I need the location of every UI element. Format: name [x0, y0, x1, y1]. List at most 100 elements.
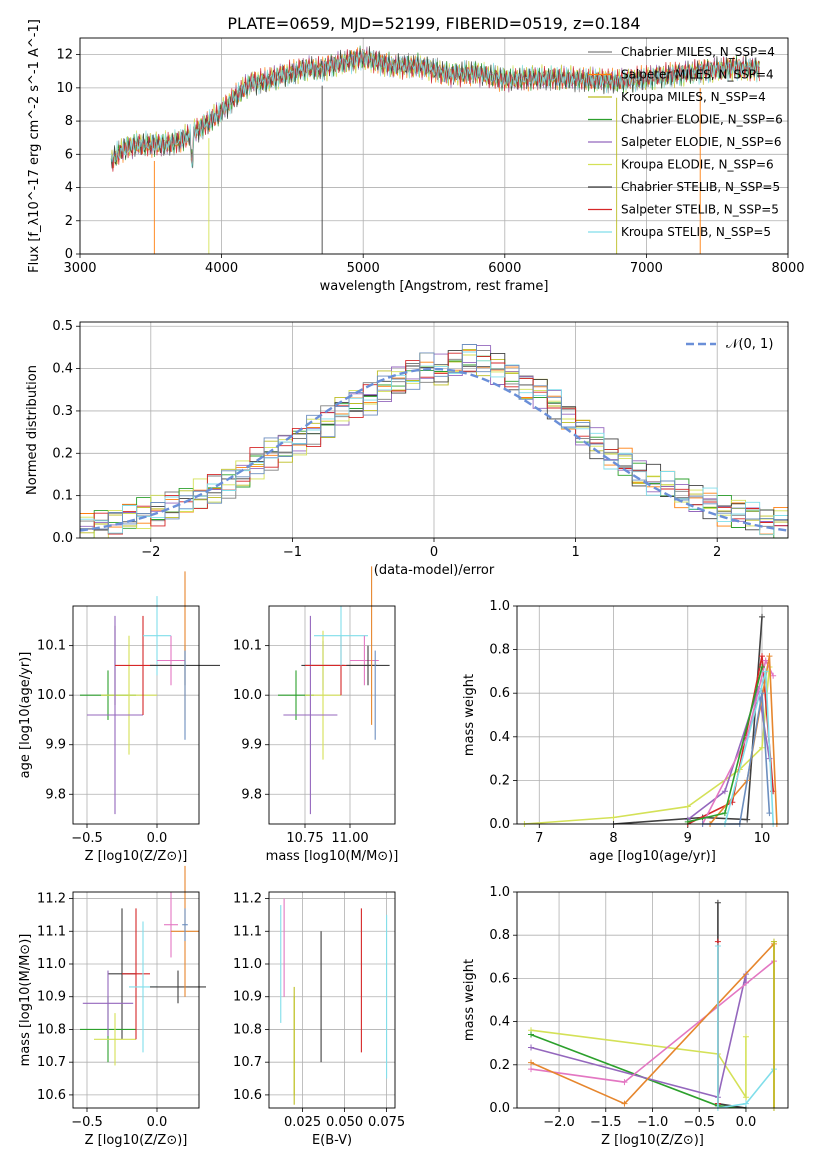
- y-tick-label: 0.2: [489, 1058, 510, 1073]
- y-tick-label: 10.7: [37, 1055, 66, 1070]
- x-tick-label: 7000: [630, 261, 663, 276]
- weight-marker: [770, 672, 777, 679]
- y-tick-label: 0.5: [52, 319, 73, 334]
- y-tick-label: 0.3: [52, 404, 73, 419]
- y-tick-label: 0.2: [52, 446, 73, 461]
- y-tick-label: 11.1: [37, 924, 66, 939]
- x-tick-label: −0.5: [71, 1115, 103, 1130]
- axes-frame: [268, 891, 396, 1109]
- y-tick-label: 1.0: [489, 885, 510, 900]
- panel-age-vs-mass: 10.75 11.00 9.8 9.9 10.0 10.1 mass [log10(M/M⊙…: [233, 566, 398, 864]
- y-tick-label: 9.9: [241, 738, 262, 753]
- legend-entry: Salpeter ELODIE, N_SSP=6: [621, 135, 782, 149]
- y-tick-label: 0.0: [52, 531, 73, 546]
- y-tick-label: 10.6: [233, 1088, 262, 1103]
- y-axis-label: mass weight: [462, 959, 477, 1041]
- x-axis-label: Z [log10(Z/Z⊙)]: [601, 1133, 704, 1148]
- weight-marker: [610, 814, 617, 821]
- y-tick-label: 9.9: [45, 738, 66, 753]
- y-tick-label: 10.8: [233, 1022, 262, 1037]
- y-tick-label: 11.2: [37, 892, 66, 907]
- x-tick-label: −2: [141, 545, 160, 560]
- y-axis-label: mass [log10(M/M⊙)]: [18, 934, 33, 1067]
- weight-marker: [762, 668, 769, 675]
- y-tick-label: 0.8: [489, 643, 510, 658]
- weight-marker: [621, 1100, 628, 1107]
- x-tick-label: 0.0: [147, 1115, 168, 1130]
- axes-frame: [72, 891, 200, 1109]
- x-tick-label: −0.5: [71, 831, 103, 846]
- x-tick-label: 7: [535, 831, 543, 846]
- x-axis-label: mass [log10(M/M⊙)]: [266, 849, 399, 864]
- y-tick-label: 9.8: [45, 787, 66, 802]
- weight-marker: [759, 664, 766, 671]
- y-tick-label: 0.4: [489, 730, 510, 745]
- x-axis-label: Z [log10(Z/Z⊙)]: [85, 849, 188, 864]
- y-tick-label: 10.0: [37, 688, 66, 703]
- y-tick-label: 10.0: [233, 688, 262, 703]
- x-tick-label: 6000: [488, 261, 521, 276]
- y-tick-label: 2: [65, 214, 73, 229]
- y-tick-label: 6: [65, 147, 73, 162]
- y-tick-label: 10.8: [37, 1022, 66, 1037]
- y-axis-label: mass weight: [462, 674, 477, 756]
- weight-line: [530, 1029, 747, 1100]
- x-tick-label: 11.00: [331, 831, 368, 846]
- legend-entry: Kroupa STELIB, N_SSP=5: [621, 225, 771, 239]
- panel-mass-vs-EBV: 0.025 0.050 0.075 10.6 10.7 10.8 10.9 11.0 11.1 1…: [233, 892, 405, 1148]
- y-tick-label: 0.2: [489, 773, 510, 788]
- axes-frame: [268, 605, 396, 825]
- legend-entry: Kroupa MILES, N_SSP=4: [621, 90, 766, 104]
- y-tick-label: 10.6: [37, 1088, 66, 1103]
- y-tick-label: 0.0: [489, 817, 510, 832]
- legend-entry: 𝒩(0, 1): [726, 337, 773, 352]
- y-tick-label: 0.4: [489, 1015, 510, 1030]
- weight-marker: [742, 1094, 749, 1101]
- weight-line: [530, 973, 747, 1099]
- y-tick-label: 10.9: [37, 990, 66, 1005]
- y-tick-label: 1.0: [489, 599, 510, 614]
- axes-frame: [72, 605, 200, 825]
- x-tick-label: 0.025: [284, 1115, 321, 1130]
- x-axis-label: wavelength [Angstrom, rest frame]: [320, 279, 549, 294]
- weight-marker: [528, 1031, 535, 1038]
- weight-marker: [714, 899, 721, 906]
- weight-marker: [759, 613, 766, 620]
- x-tick-label: 8: [609, 831, 617, 846]
- weight-marker: [721, 810, 728, 817]
- weight-line: [717, 946, 775, 1109]
- y-tick-label: 10.1: [233, 639, 262, 654]
- x-tick-label: 2: [713, 545, 721, 560]
- y-axis-label: age [log10(age/yr)]: [18, 652, 33, 779]
- spectrum-line-kroupa-stelib: [110, 49, 760, 168]
- weight-marker: [714, 943, 721, 949]
- x-tick-label: −0.5: [683, 1115, 715, 1130]
- weight-marker: [762, 657, 769, 664]
- x-axis-label: Z [log10(Z/Z⊙)]: [85, 1133, 188, 1148]
- y-tick-label: 0: [65, 247, 73, 262]
- weight-marker: [528, 1044, 535, 1051]
- y-tick-label: 10.9: [233, 990, 262, 1005]
- y-tick-label: 0.0: [489, 1101, 510, 1116]
- x-tick-label: −1.5: [590, 1115, 622, 1130]
- y-tick-label: 0.4: [52, 362, 73, 377]
- weight-marker: [744, 816, 751, 823]
- y-axis-label: Flux [f_λ10^-17 erg cm^-2 s^-1 A^-1]: [27, 19, 42, 273]
- y-tick-label: 11.0: [233, 957, 262, 972]
- x-tick-label: −2.0: [543, 1115, 575, 1130]
- weight-marker: [742, 1100, 749, 1107]
- y-tick-label: 12: [56, 48, 73, 63]
- panel-age-vs-Z: −0.5 0.0 9.8 9.9 10.0 10.1 Z [log10(Z/Z⊙)] age …: [18, 571, 220, 864]
- weight-marker: [684, 803, 691, 810]
- y-tick-label: 0.8: [489, 928, 510, 943]
- axes-frame: [516, 891, 789, 1109]
- legend-entry: Salpeter STELIB, N_SSP=5: [621, 203, 779, 217]
- y-tick-label: 0.6: [489, 971, 510, 986]
- y-tick-label: 11.0: [37, 957, 66, 972]
- weight-marker: [770, 938, 777, 945]
- x-axis-label: E(B-V): [312, 1133, 352, 1148]
- panel-mass-weight-vs-Z: −2.0 −1.5 −1.0 −0.5 0.0 0.0 0.2 0.4 0.6 0.8 1.0 Z […: [462, 885, 789, 1148]
- y-tick-label: 0.6: [489, 686, 510, 701]
- x-tick-label: 0: [430, 545, 438, 560]
